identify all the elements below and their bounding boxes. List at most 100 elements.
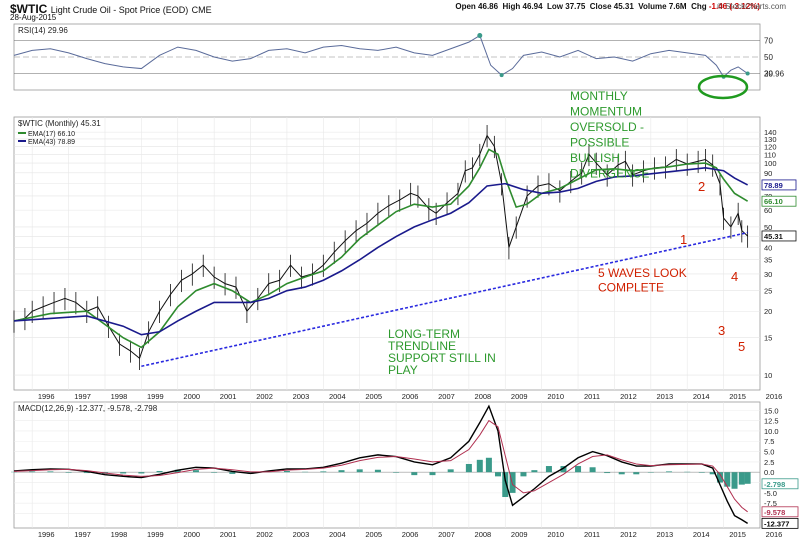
panel-frame-price <box>13 116 761 391</box>
wave-label-2: 2 <box>698 179 705 194</box>
price-year-label: 1999 <box>147 392 164 401</box>
macd-year-label: 2006 <box>402 530 419 539</box>
macd-year-label: 2012 <box>620 530 637 539</box>
macd-hist-bar <box>411 472 418 476</box>
price-tick-label: 110 <box>764 150 776 159</box>
macd-hist-bar <box>374 469 381 473</box>
macd-tick-label: 7.5 <box>764 437 774 446</box>
wave-label-4: 4 <box>731 269 738 284</box>
price-year-label: 1996 <box>38 392 55 401</box>
symbol-title: $WTIC Light Crude Oil - Spot Price (EOD)… <box>10 2 212 16</box>
macd-year-label: 2010 <box>547 530 564 539</box>
price-tick-label: 25 <box>764 287 772 296</box>
macd-hist-bar <box>494 472 501 477</box>
price-right-label-box <box>761 195 797 207</box>
price-year-label: 1998 <box>111 392 128 401</box>
price-tick-label: 140 <box>764 128 777 137</box>
price-year-label: 1997 <box>74 392 91 401</box>
price-year-label: 2007 <box>438 392 455 401</box>
macd-tick-label: -7.5 <box>764 499 777 508</box>
macd-hist-bar <box>520 472 527 477</box>
price-year-label: 2009 <box>511 392 528 401</box>
macd-hist-bar <box>731 472 738 489</box>
price-year-label: 2008 <box>475 392 492 401</box>
price-year-label: 2010 <box>547 392 564 401</box>
price-series-3 <box>141 231 748 368</box>
rsi-last-value: 29.96 <box>764 70 785 79</box>
price-year-label: 2006 <box>402 392 419 401</box>
macd-tick-label: 2.5 <box>764 458 774 467</box>
macd-hist-bar <box>738 472 745 485</box>
price-year-label: 2002 <box>256 392 273 401</box>
rsi-overbought-mark <box>477 33 483 39</box>
oversold-highlight-circle <box>697 74 749 100</box>
price-year-label: 2003 <box>293 392 310 401</box>
macd-hist-bar <box>476 459 483 473</box>
macd-hist-bar <box>47 471 54 473</box>
close-value: 45.31 <box>613 2 634 11</box>
macd-hist-bar <box>29 471 36 473</box>
price-tick-label: 20 <box>764 307 772 316</box>
volume-label: Volume <box>638 2 667 11</box>
wave-label-1: 1 <box>680 232 687 247</box>
price-right-label: 45.31 <box>764 232 783 241</box>
ema17-legend: EMA(17) 66.10 <box>28 131 75 138</box>
macd-hist-bar <box>698 472 705 473</box>
macd-hist-bar <box>393 472 400 473</box>
rsi-legend: RSI(14) 29.96 <box>18 26 68 35</box>
macd-tick-label: 5.0 <box>764 448 774 457</box>
macd-year-label: 1999 <box>147 530 164 539</box>
price-year-label: 2015 <box>729 392 746 401</box>
price-right-label: 78.89 <box>764 181 783 190</box>
trendline-support-note: TRENDLINE <box>388 339 456 353</box>
momentum-oversold-note: DIVERGENCE <box>570 167 649 181</box>
close-label: Close <box>589 2 612 11</box>
macd-year-label: 2011 <box>584 530 600 539</box>
chart-header: $WTIC Light Crude Oil - Spot Price (EOD)… <box>0 0 800 22</box>
momentum-oversold-note: MOMENTUM <box>570 105 642 119</box>
macd-hist-bar <box>447 469 454 473</box>
rsi-oversold-mark <box>745 71 750 76</box>
high-label: High <box>502 2 521 11</box>
macd-year-label: 2014 <box>693 530 710 539</box>
macd-hist-bar <box>618 472 625 475</box>
macd-hist-bar <box>575 466 582 473</box>
price-tick-label: 15 <box>764 334 772 343</box>
macd-year-label: 2000 <box>183 530 200 539</box>
price-right-label-box <box>761 179 797 191</box>
price-tick-label: 120 <box>764 142 777 151</box>
macd-year-label: 2003 <box>293 530 310 539</box>
price-year-label: 2001 <box>220 392 237 401</box>
trendline-support-note: PLAY <box>388 363 418 377</box>
high-value: 46.94 <box>522 2 543 11</box>
macd-hist-bar <box>724 472 731 487</box>
macd-hist-bar <box>709 472 716 475</box>
price-year-label: 2014 <box>693 392 710 401</box>
macd-tick-label: 12.5 <box>764 417 779 426</box>
macd-hist-bar <box>509 472 516 493</box>
price-tick-label: 10 <box>764 371 772 380</box>
panel-frame-macd <box>13 401 761 529</box>
macd-tick-label: 0.0 <box>764 468 774 477</box>
price-tick-label: 90 <box>764 169 772 178</box>
rsi-tick-label: 30 <box>764 70 773 79</box>
quote-bar: Open 46.86 High 46.94 Low 37.75 Close 45… <box>455 2 760 11</box>
rsi-line <box>13 34 748 78</box>
macd-hist-bar <box>83 472 90 474</box>
macd-hist-bar <box>560 466 567 473</box>
instrument-name: Light Crude Oil - Spot Price (EOD) <box>50 5 189 15</box>
macd-year-label: 2008 <box>475 530 492 539</box>
open-value: 46.86 <box>478 2 499 11</box>
price-series-2 <box>13 167 748 336</box>
macd-year-label: 2007 <box>438 530 455 539</box>
macd-year-label: 2013 <box>656 530 673 539</box>
macd-hist-bar <box>320 471 327 473</box>
open-label: Open <box>455 2 476 11</box>
macd-year-label: 2002 <box>256 530 273 539</box>
macd-year-label: 2001 <box>220 530 237 539</box>
macd-hist-bar <box>465 463 472 473</box>
macd-right-label-box <box>761 506 799 518</box>
momentum-oversold-note: MONTHLY <box>570 89 628 103</box>
price-year-label: 2013 <box>656 392 673 401</box>
volume-value: 7.6M <box>668 2 687 11</box>
